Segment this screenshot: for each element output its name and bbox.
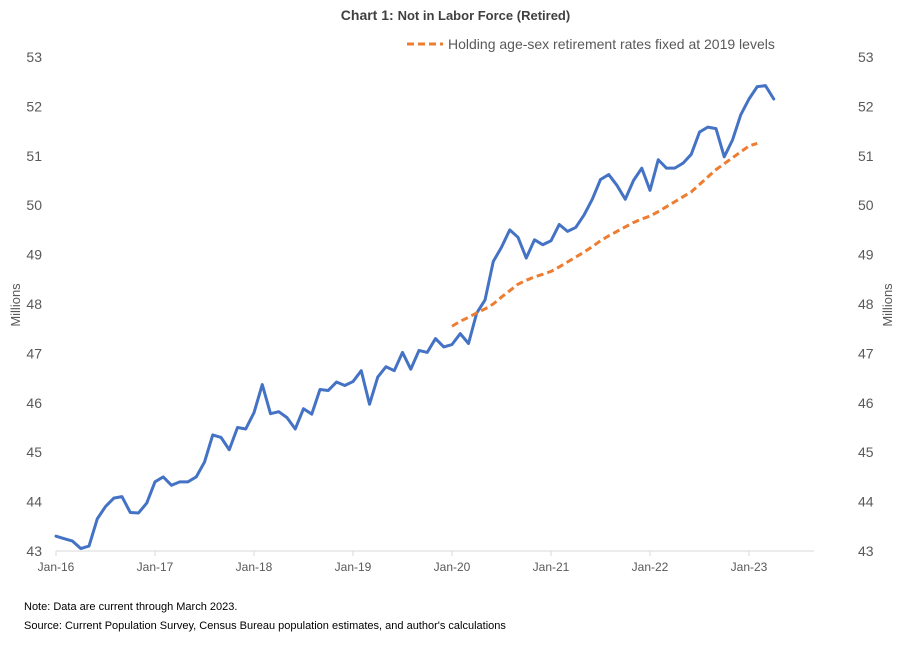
y-tick-label-left: 49 xyxy=(26,247,42,263)
x-tick-label: Jan-17 xyxy=(137,560,174,574)
y-tick-label-right: 48 xyxy=(858,296,874,312)
series-line-retired xyxy=(54,84,776,551)
x-axis-ticks: Jan-16 Jan-17 Jan-18 Jan-19 Jan-20 Jan-21 Jan-… xyxy=(38,551,768,574)
chart-title-main: Not in Labor Force (Retired) xyxy=(397,8,571,23)
y-tick-label-left: 53 xyxy=(26,49,42,65)
x-tick-label: Jan-22 xyxy=(632,560,669,574)
chart-title-prefix: Chart 1: xyxy=(340,7,394,23)
y-tick-label-left: 44 xyxy=(26,494,42,510)
chart-source: Source: Current Population Survey, Censu… xyxy=(24,620,506,632)
y-tick-label-right: 52 xyxy=(858,98,874,114)
series-layer xyxy=(54,84,776,551)
x-tick-label: Jan-20 xyxy=(434,560,471,574)
x-tick-label: Jan-18 xyxy=(236,560,273,574)
left-y-axis-title: Millions xyxy=(8,283,23,327)
right-y-axis-ticks: 43 44 45 46 47 48 49 50 51 52 53 xyxy=(858,49,874,559)
y-tick-label-right: 46 xyxy=(858,395,874,411)
y-tick-label-right: 44 xyxy=(858,494,874,510)
y-tick-label-left: 47 xyxy=(26,345,42,361)
left-y-axis-ticks: 43 44 45 46 47 48 49 50 51 52 53 xyxy=(26,49,42,559)
y-tick-label-right: 51 xyxy=(858,148,874,164)
right-y-axis-title: Millions xyxy=(880,283,895,327)
x-tick-label: Jan-23 xyxy=(731,560,768,574)
y-tick-label-left: 52 xyxy=(26,98,42,114)
y-tick-label-right: 53 xyxy=(858,49,874,65)
y-tick-label-right: 50 xyxy=(858,197,874,213)
y-tick-label-left: 46 xyxy=(26,395,42,411)
y-tick-label-right: 47 xyxy=(858,345,874,361)
y-tick-label-left: 48 xyxy=(26,296,42,312)
series-line-fixed-2019 xyxy=(451,142,758,328)
legend: Holding age-sex retirement rates fixed a… xyxy=(407,36,775,52)
legend-label-fixed-2019: Holding age-sex retirement rates fixed a… xyxy=(448,36,775,52)
y-tick-label-left: 51 xyxy=(26,148,42,164)
chart-note: Note: Data are current through March 202… xyxy=(24,601,238,613)
x-tick-label: Jan-21 xyxy=(533,560,570,574)
y-tick-label-left: 43 xyxy=(26,543,42,559)
x-tick-label: Jan-19 xyxy=(335,560,372,574)
y-tick-label-right: 45 xyxy=(858,444,874,460)
x-tick-label: Jan-16 xyxy=(38,560,75,574)
y-tick-label-right: 49 xyxy=(858,247,874,263)
chart-title: Chart 1: Not in Labor Force (Retired) xyxy=(0,7,911,23)
y-tick-label-left: 45 xyxy=(26,444,42,460)
y-tick-label-left: 50 xyxy=(26,197,42,213)
y-tick-label-right: 43 xyxy=(858,543,874,559)
